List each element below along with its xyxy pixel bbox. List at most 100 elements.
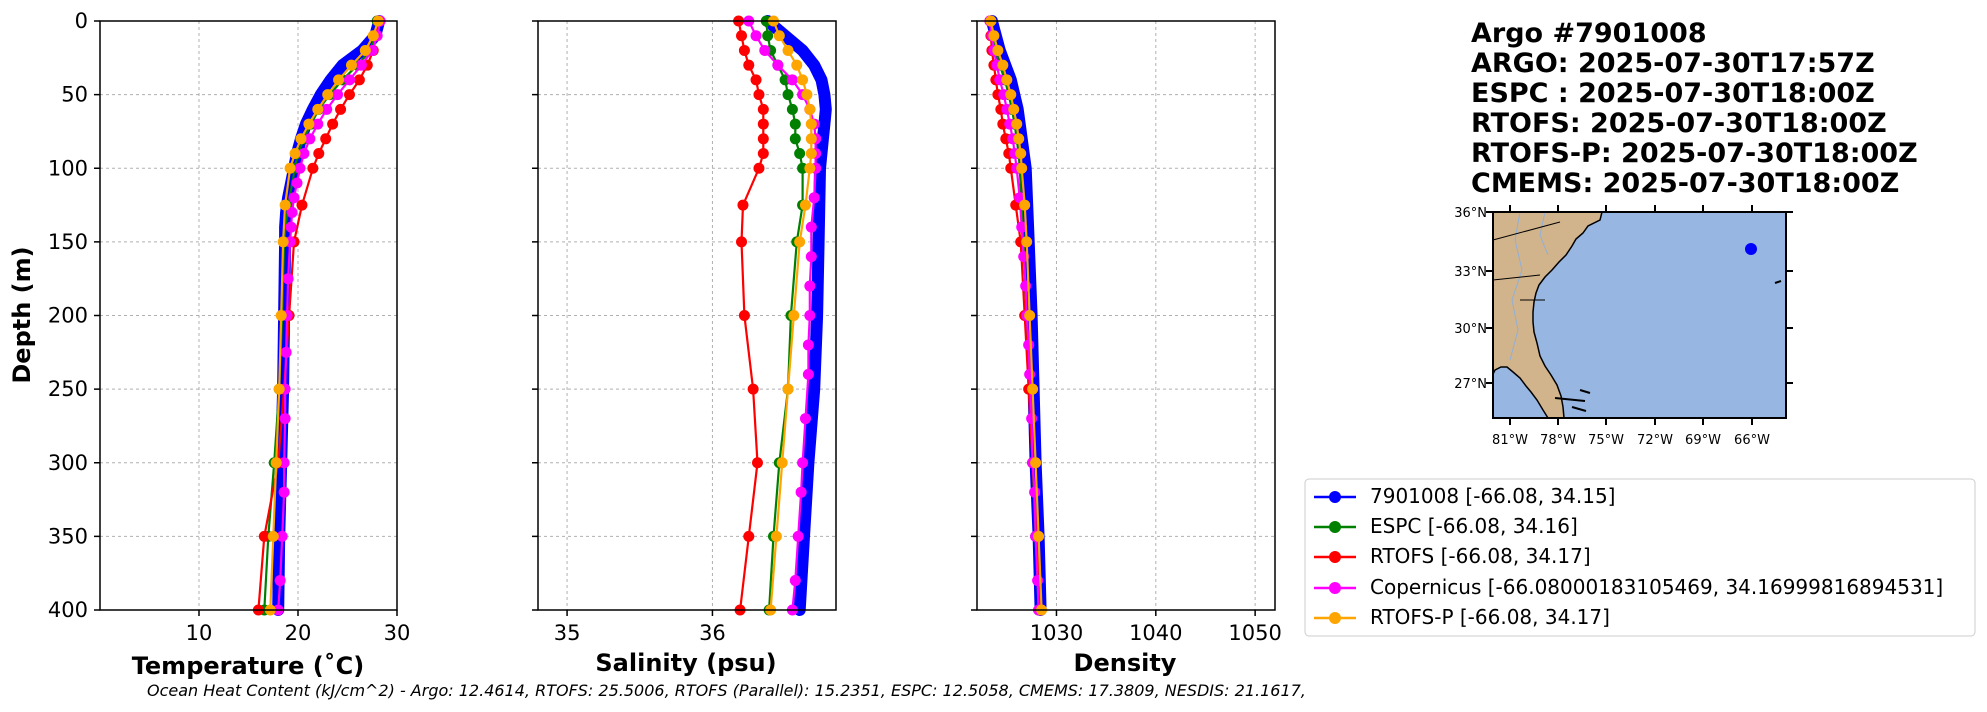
y-tick-label: 400 xyxy=(48,598,88,622)
river-line xyxy=(1509,211,1523,361)
legend-marker-espc xyxy=(1329,521,1341,533)
map-lat-label: 36°N xyxy=(1454,206,1487,221)
series-copernicus-point xyxy=(298,148,310,160)
series-copernicus-point xyxy=(786,74,798,86)
float-title: Argo #7901008 xyxy=(1471,18,1707,49)
map-lon-label: 66°W xyxy=(1734,433,1770,448)
series-rtofs-p-point xyxy=(1033,530,1045,542)
x-tick-label: 20 xyxy=(285,621,312,645)
legend: 7901008 [-66.08, 34.15] ESPC [-66.08, 34… xyxy=(1304,478,1976,637)
series-rtofs-p-point xyxy=(794,236,806,248)
series-rtofs-p-point xyxy=(805,118,817,130)
series-copernicus-point xyxy=(789,575,801,587)
x-tick-label: 10 xyxy=(186,621,213,645)
series-rtofs-point xyxy=(737,199,749,211)
series-rtofs-p-point xyxy=(270,457,282,469)
map-lon-label: 75°W xyxy=(1588,433,1624,448)
series-copernicus-point xyxy=(280,346,292,358)
series-rtofs-point xyxy=(320,133,332,145)
float-location-marker xyxy=(1745,243,1757,255)
series-copernicus-point xyxy=(304,133,316,145)
series-copernicus-point xyxy=(1024,368,1036,380)
series-rtofs-point xyxy=(736,236,748,248)
series-copernicus-point xyxy=(285,221,297,233)
state-border xyxy=(1492,221,1561,301)
series-rtofs-p-point xyxy=(805,133,817,145)
series-copernicus-point xyxy=(355,59,367,71)
series-rtofs-p-point xyxy=(1001,74,1013,86)
series-rtofs-point xyxy=(750,74,762,86)
map-lat-label: 30°N xyxy=(1454,322,1487,337)
temperature-axis-title: Temperature (˚C) xyxy=(132,652,365,680)
series-copernicus-point xyxy=(321,103,333,115)
island-marks xyxy=(1554,280,1782,412)
series-rtofs-point xyxy=(335,103,347,115)
series-copernicus-point xyxy=(332,89,344,101)
series-rtofs-p-point xyxy=(345,59,357,71)
series-rtofs-point xyxy=(757,133,769,145)
series-rtofs-point xyxy=(753,89,765,101)
series-rtofs-point xyxy=(753,162,765,174)
density-panel: 1030 1040 1050 xyxy=(971,15,1282,645)
series-espc-point xyxy=(762,30,774,42)
series-rtofs-point xyxy=(757,148,769,160)
series-copernicus-point xyxy=(805,251,817,263)
series-copernicus-point xyxy=(294,162,306,174)
series-rtofs-p-point xyxy=(277,236,289,248)
series-rtofs-p-point xyxy=(275,310,287,321)
series-copernicus-point xyxy=(795,486,807,498)
series-copernicus-point xyxy=(286,206,298,218)
legend-entries xyxy=(1314,491,1356,624)
series-copernicus-point xyxy=(1029,486,1041,498)
legend-marker-copernicus xyxy=(1329,582,1341,594)
series-rtofs-p-point xyxy=(770,530,782,542)
salinity-axis-title: Salinity (psu) xyxy=(595,649,776,677)
series-copernicus-point xyxy=(279,413,291,425)
y-tick-label: 250 xyxy=(48,377,88,401)
series-rtofs-p-point xyxy=(1011,118,1023,130)
rtofs-time: RTOFS: 2025-07-30T18:00Z xyxy=(1471,108,1887,139)
y-tick-label: 50 xyxy=(61,83,88,107)
series-rtofs-p-point xyxy=(1013,133,1025,145)
series-rtofs-p-point xyxy=(992,44,1004,56)
series-copernicus-point xyxy=(808,192,820,204)
series-rtofs-p-point xyxy=(776,457,788,469)
legend-frame xyxy=(1304,478,1976,637)
x-tick-label: 1040 xyxy=(1129,621,1182,645)
series-espc-point xyxy=(789,133,801,145)
series-rtofs-p-point xyxy=(1024,310,1036,321)
series-copernicus-point xyxy=(750,30,762,42)
series-copernicus-point xyxy=(312,118,324,130)
series-rtofs-p-point xyxy=(797,74,809,86)
argo-time: ARGO: 2025-07-30T17:57Z xyxy=(1471,48,1875,79)
series-espc-point xyxy=(786,103,798,115)
series-rtofs-p-point xyxy=(1008,103,1020,115)
legend-marker-rtofs-p xyxy=(1329,612,1341,624)
series-rtofs-p-point xyxy=(333,74,345,86)
series-copernicus-point xyxy=(1016,221,1028,233)
y-tick-label: 150 xyxy=(48,230,88,254)
series-rtofs-point xyxy=(743,59,755,71)
espc-time: ESPC : 2025-07-30T18:00Z xyxy=(1471,78,1875,109)
series-copernicus-point xyxy=(278,457,290,469)
series-rtofs-point xyxy=(757,103,769,115)
series-rtofs-p-point xyxy=(1021,236,1033,248)
series-copernicus-point xyxy=(288,192,300,204)
series-rtofs-p-point xyxy=(1005,89,1017,101)
series-rtofs-point xyxy=(738,44,750,56)
legend-marker-argo xyxy=(1329,491,1341,503)
series-rtofs-p-point xyxy=(799,199,811,211)
series-rtofs-p-point xyxy=(1016,162,1028,174)
series-espc-point xyxy=(794,148,806,160)
series-copernicus-point xyxy=(772,59,784,71)
series-rtofs-point xyxy=(736,30,748,42)
series-copernicus-point xyxy=(804,280,816,292)
y-tick-label: 300 xyxy=(48,451,88,475)
series-rtofs-p-point xyxy=(284,162,296,174)
x-tick-label: 35 xyxy=(554,621,581,645)
series-rtofs-point xyxy=(757,118,769,130)
series-rtofs-p-point xyxy=(804,103,816,115)
series-rtofs-p-point xyxy=(782,44,794,56)
map-lat-label: 33°N xyxy=(1454,265,1487,280)
